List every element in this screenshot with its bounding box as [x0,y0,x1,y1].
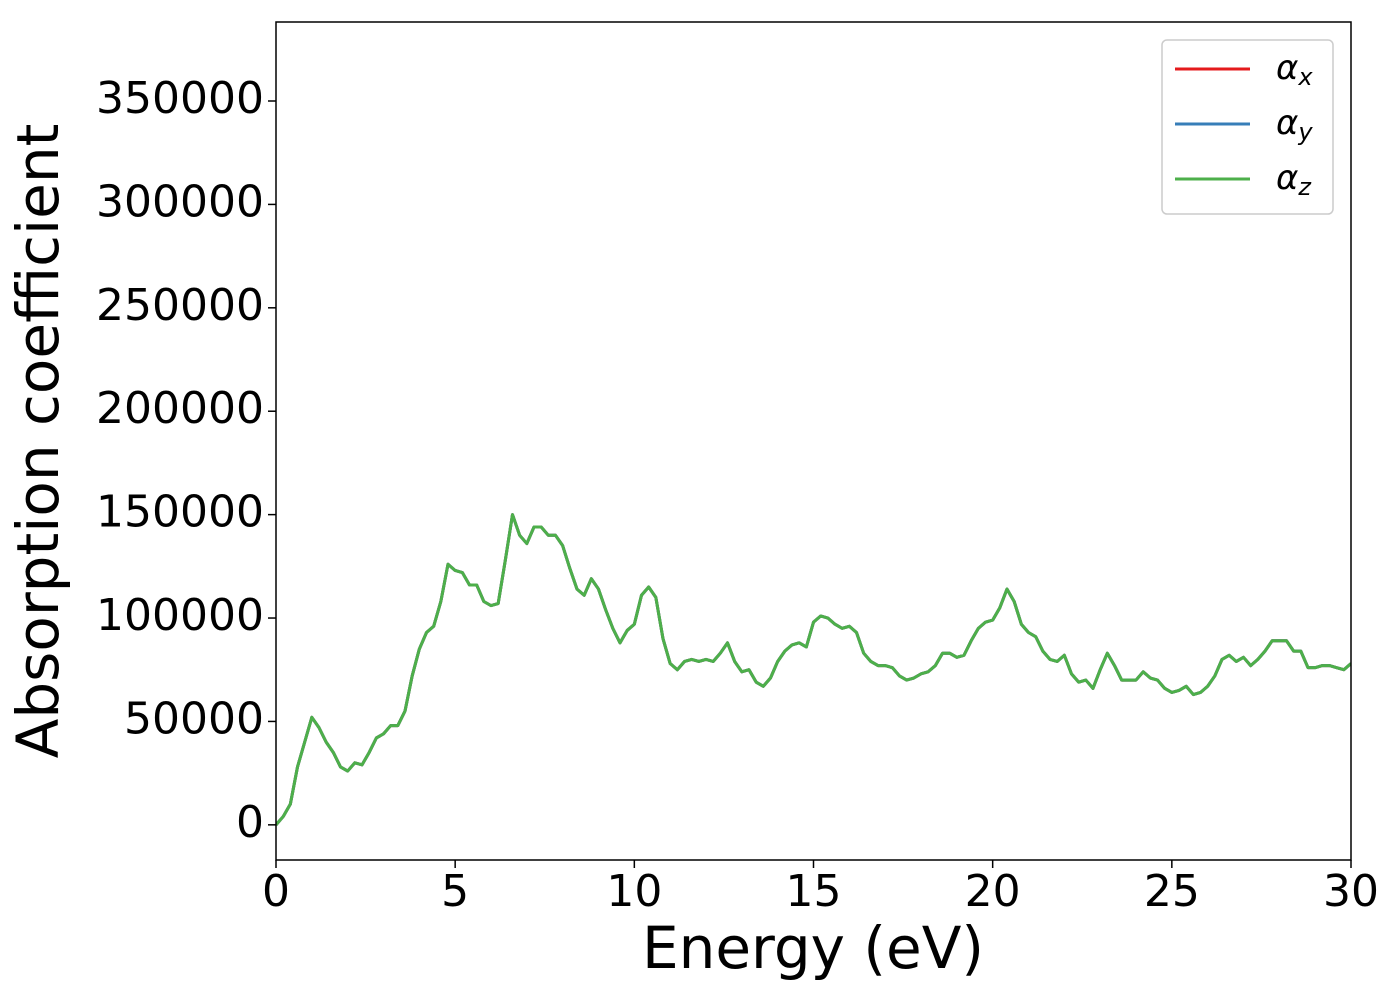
legend-label: αx [1276,48,1313,92]
y-tick-label: 150000 [96,487,264,538]
plot-frame [275,21,1352,861]
y-tick-label: 300000 [96,176,264,227]
x-tick-label: 20 [965,866,1021,917]
x-tick-label: 10 [606,866,662,917]
legend-label: αz [1276,158,1312,202]
y-tick-label: 100000 [96,590,264,641]
y-tick-label: 0 [236,797,264,848]
x-tick-label: 30 [1323,866,1379,917]
legend-box [1161,39,1334,215]
x-tick-label: 25 [1144,866,1200,917]
x-tick-label: 0 [262,866,290,917]
legend-label: αy [1276,103,1313,147]
y-tick-label: 200000 [96,383,264,434]
y-tick-label: 350000 [96,73,264,124]
x-axis-label: Energy (eV) [642,914,984,982]
series-line [276,513,1351,826]
y-tick-label: 250000 [96,280,264,331]
y-axis-label: Absorption coefficient [4,124,72,759]
y-tick-label: 50000 [124,693,264,744]
x-tick-label: 5 [441,866,469,917]
x-tick-label: 15 [786,866,842,917]
